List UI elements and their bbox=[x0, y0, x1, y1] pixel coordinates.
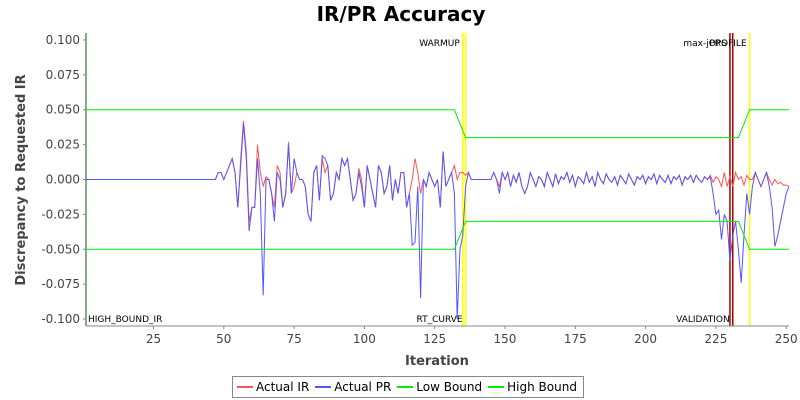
y-tick-label: -0.050 bbox=[41, 242, 80, 256]
y-tick-label: 0.050 bbox=[46, 103, 80, 117]
x-tick-label: 50 bbox=[216, 332, 231, 346]
marker-label: PROFILE bbox=[709, 39, 747, 49]
series-line bbox=[86, 109, 789, 139]
y-axis-label: Discrepancy to Requested IR bbox=[14, 74, 29, 285]
x-tick-label: 200 bbox=[634, 332, 657, 346]
y-tick-label: 0.000 bbox=[46, 173, 80, 187]
x-axis-label: Iteration bbox=[405, 354, 469, 369]
y-tick-label: 0.100 bbox=[46, 33, 80, 47]
x-tick-label: 100 bbox=[353, 332, 376, 346]
legend-item: Low Bound bbox=[397, 380, 482, 394]
marker-label: HIGH_BOUND_IR bbox=[88, 315, 162, 325]
x-tick-label: 150 bbox=[494, 332, 517, 346]
axes-group: -0.100 -0.075 -0.050 -0.025 0.000 0.025 0.050 0… bbox=[41, 33, 797, 346]
legend-item: High Bound bbox=[488, 380, 577, 394]
legend-swatch bbox=[315, 386, 332, 388]
series-group bbox=[86, 109, 790, 320]
series-line bbox=[86, 123, 790, 320]
x-tick-label: 125 bbox=[423, 332, 446, 346]
legend: Actual IR Actual PR Low Bound High Bound bbox=[232, 376, 584, 398]
legend-item: Actual PR bbox=[315, 380, 391, 394]
y-tick-label: 0.075 bbox=[46, 68, 80, 82]
legend-label: High Bound bbox=[507, 380, 577, 394]
y-tick-label: -0.100 bbox=[41, 312, 80, 326]
y-tick-label: -0.025 bbox=[41, 207, 80, 221]
x-tick-label: 225 bbox=[704, 332, 727, 346]
marker-label: VALIDATION bbox=[676, 315, 730, 325]
legend-swatch bbox=[397, 386, 414, 388]
series-line bbox=[86, 220, 789, 250]
legend-label: Actual IR bbox=[256, 380, 310, 394]
x-tick-label: 250 bbox=[775, 332, 798, 346]
legend-swatch bbox=[237, 386, 253, 388]
y-tick-label: -0.075 bbox=[41, 277, 80, 291]
x-tick-label: 25 bbox=[146, 332, 161, 346]
marker-label: max-jOPS bbox=[683, 39, 727, 49]
legend-label: Low Bound bbox=[416, 380, 483, 394]
x-tick-label: 175 bbox=[564, 332, 587, 346]
x-tick-label: 75 bbox=[286, 332, 301, 346]
legend-swatch bbox=[488, 386, 505, 388]
marker-label: RT_CURVE bbox=[417, 315, 463, 325]
legend-label: Actual PR bbox=[334, 380, 392, 394]
legend-item: Actual IR bbox=[237, 380, 309, 394]
marker-label: WARMUP bbox=[419, 39, 460, 49]
chart-title: IR/PR Accuracy bbox=[317, 2, 486, 26]
y-tick-label: 0.025 bbox=[46, 138, 80, 152]
